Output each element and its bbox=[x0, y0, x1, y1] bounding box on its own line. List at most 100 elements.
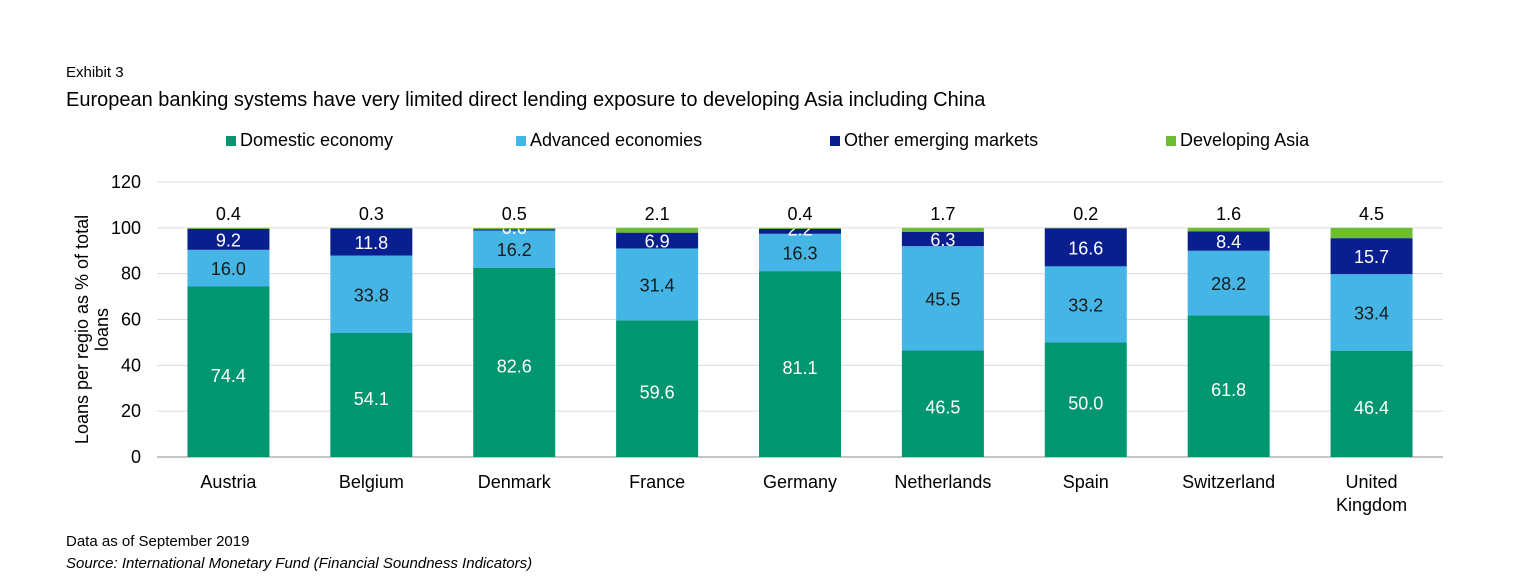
bar-segment-advanced-economies bbox=[616, 248, 699, 321]
bar-segment-developing-asia bbox=[616, 227, 699, 233]
data-label: 28.2 bbox=[1211, 274, 1246, 294]
y-tick-label: 80 bbox=[121, 264, 141, 284]
data-label: 46.5 bbox=[925, 398, 960, 418]
legend-label: Domestic economy bbox=[240, 130, 394, 150]
data-label: 33.2 bbox=[1068, 295, 1103, 315]
bar-segment-other-emerging-markets bbox=[901, 231, 984, 247]
data-label: 81.1 bbox=[782, 358, 817, 378]
data-label: 46.4 bbox=[1354, 398, 1389, 418]
stacked-bar-chart: 0 20 40 60 80 100 120 Loans per regio as % of t… bbox=[72, 172, 1443, 515]
bar-segment-domestic-economy bbox=[473, 267, 556, 457]
data-label: 16.2 bbox=[497, 240, 532, 260]
chart-legend: Domestic economy Advanced economies Other … bbox=[0, 130, 1530, 154]
x-tick-label: Germany bbox=[763, 472, 837, 492]
data-label: 54.1 bbox=[354, 389, 389, 409]
data-label: 9.2 bbox=[216, 230, 241, 250]
chart-title: European banking systems have very limit… bbox=[66, 89, 986, 111]
x-tick-label: Spain bbox=[1063, 472, 1109, 492]
bar-segment-developing-asia bbox=[1187, 227, 1270, 232]
legend-label: Advanced economies bbox=[530, 130, 703, 150]
bar-segment-advanced-economies bbox=[1330, 274, 1413, 351]
x-tick-label: Austria bbox=[200, 472, 257, 492]
y-tick-label: 20 bbox=[121, 401, 141, 421]
y-tick-label: 100 bbox=[111, 218, 141, 238]
data-date-note: Data as of September 2019 bbox=[66, 533, 250, 550]
bar-segment-domestic-economy bbox=[1187, 315, 1270, 457]
y-tick-label: 40 bbox=[121, 355, 141, 375]
bar-segment-domestic-economy bbox=[187, 286, 270, 457]
data-label: 0.4 bbox=[216, 204, 241, 224]
bar-segment-advanced-economies bbox=[1044, 266, 1127, 343]
bar-segment-other-emerging-markets bbox=[1044, 228, 1127, 267]
bar-segment-domestic-economy bbox=[759, 271, 841, 457]
data-label: 0.2 bbox=[1073, 204, 1098, 224]
data-label: 1.7 bbox=[930, 204, 955, 224]
bar-segment-domestic-economy bbox=[1044, 342, 1127, 457]
data-label: 16.6 bbox=[1068, 238, 1103, 258]
bar-segment-other-emerging-markets bbox=[616, 232, 699, 249]
data-label: 16.0 bbox=[211, 259, 246, 279]
y-tick-label: 120 bbox=[111, 172, 141, 192]
x-tick-label: Denmark bbox=[478, 472, 552, 492]
x-tick-label: Switzerland bbox=[1182, 472, 1275, 492]
y-tick-label: 0 bbox=[131, 447, 141, 467]
bar-segment-domestic-economy bbox=[1330, 350, 1413, 457]
legend-item: Developing Asia bbox=[1166, 130, 1309, 151]
source-note: Source: International Monetary Fund (Fin… bbox=[66, 555, 533, 572]
data-label: 74.4 bbox=[211, 366, 246, 386]
data-label: 15.7 bbox=[1354, 247, 1389, 267]
legend-label: Developing Asia bbox=[1180, 130, 1310, 150]
data-label: 2.2 bbox=[787, 219, 812, 239]
bar-segment-domestic-economy bbox=[616, 320, 699, 457]
bar-segment-other-emerging-markets bbox=[473, 229, 556, 231]
data-label: 50.0 bbox=[1068, 394, 1103, 414]
bar-segment-advanced-economies bbox=[330, 255, 413, 334]
legend-label: Other emerging markets bbox=[844, 130, 1039, 150]
bar-segment-developing-asia bbox=[759, 227, 841, 229]
bar-segment-domestic-economy bbox=[330, 333, 413, 457]
legend-swatch bbox=[1166, 135, 1176, 146]
data-label: 61.8 bbox=[1211, 380, 1246, 400]
bar-segment-other-emerging-markets bbox=[759, 228, 841, 234]
bar-segment-advanced-economies bbox=[901, 246, 984, 351]
bar-segment-developing-asia bbox=[187, 227, 270, 229]
x-tick-label: Belgium bbox=[339, 472, 404, 492]
bar-segment-other-emerging-markets bbox=[187, 228, 270, 250]
bar-segment-domestic-economy bbox=[901, 350, 984, 457]
bar-segment-developing-asia bbox=[1330, 227, 1413, 239]
bar-segment-advanced-economies bbox=[473, 230, 556, 268]
data-label: 2.1 bbox=[645, 204, 670, 224]
exhibit-label: Exhibit 3 bbox=[66, 64, 124, 81]
data-label: 0.5 bbox=[502, 204, 527, 224]
bar-segment-other-emerging-markets bbox=[330, 228, 413, 256]
legend-swatch bbox=[516, 135, 526, 146]
legend-item: Domestic economy bbox=[226, 130, 393, 151]
data-label: 1.6 bbox=[1216, 204, 1241, 224]
data-label: 8.4 bbox=[1216, 232, 1241, 252]
data-label: 33.4 bbox=[1354, 303, 1389, 323]
legend-swatch bbox=[830, 135, 840, 146]
bar-segment-developing-asia bbox=[330, 227, 413, 229]
legend-item: Advanced economies bbox=[516, 130, 702, 151]
y-axis-label: Loans per regio as % of totalloans bbox=[72, 215, 112, 444]
y-tick-label: 60 bbox=[121, 310, 141, 330]
data-label: 33.8 bbox=[354, 285, 389, 305]
data-label: 31.4 bbox=[640, 275, 675, 295]
x-tick-label: Netherlands bbox=[894, 472, 991, 492]
data-label: 6.9 bbox=[645, 232, 670, 252]
bar-segment-advanced-economies bbox=[187, 249, 270, 287]
data-label: 0.4 bbox=[787, 204, 812, 224]
data-label: 6.3 bbox=[930, 230, 955, 250]
data-label: 0.3 bbox=[359, 204, 384, 224]
bar-segment-other-emerging-markets bbox=[1330, 238, 1413, 275]
data-label: 0.6 bbox=[502, 218, 527, 238]
data-label: 45.5 bbox=[925, 289, 960, 309]
bar-segment-advanced-economies bbox=[1187, 250, 1270, 316]
x-tick-label: France bbox=[629, 472, 685, 492]
x-tick-label: United Kingdom bbox=[1336, 472, 1407, 515]
bar-segment-advanced-economies bbox=[759, 233, 841, 272]
legend-swatch bbox=[226, 135, 236, 146]
data-label: 4.5 bbox=[1359, 204, 1384, 224]
data-label: 11.8 bbox=[354, 233, 388, 253]
data-label: 59.6 bbox=[640, 383, 675, 403]
